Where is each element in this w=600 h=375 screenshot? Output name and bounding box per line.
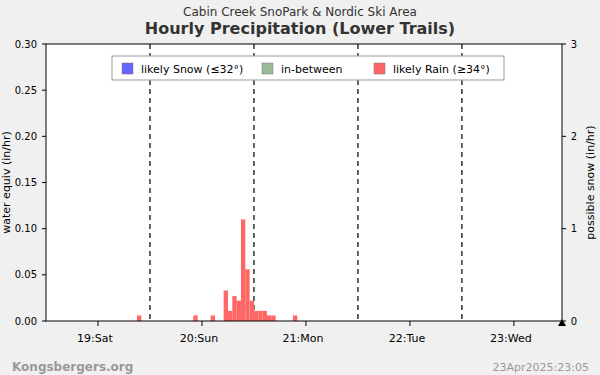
day-divider (149, 44, 150, 321)
title: Hourly Precipitation (Lower Trails) (145, 19, 455, 38)
legend-label: likely Snow (≤32°) (141, 63, 243, 76)
chart: Cabin Creek SnoPark & Nordic Ski AreaHou… (0, 0, 600, 375)
x-tick (513, 321, 514, 326)
bar (271, 315, 275, 321)
y-tick-label: 0.10 (15, 223, 37, 234)
legend-swatch (374, 63, 385, 74)
y-tick-label: 0.00 (15, 316, 37, 327)
day-divider (461, 44, 462, 321)
bar (293, 315, 297, 321)
x-tick-label: 23:Wed (490, 332, 532, 345)
x-tick (305, 321, 306, 326)
y-tick-label: 0.30 (15, 39, 37, 50)
day-divider (253, 44, 254, 321)
bar (237, 301, 241, 321)
day-divider (357, 44, 358, 321)
bar (263, 311, 267, 321)
y-tick (42, 136, 46, 137)
bar (241, 219, 245, 321)
bar (258, 311, 262, 321)
x-tick-label: 20:Sun (180, 332, 219, 345)
y-axis-label: water equiv (in/hr) (0, 131, 13, 233)
y-tick-label: 0.15 (15, 177, 37, 188)
y2-tick-label: 3 (571, 39, 577, 50)
y2-tick-label: 1 (571, 223, 577, 234)
footer-right: 23Apr2025:23:05 (493, 361, 589, 374)
y2-tick (562, 44, 566, 45)
subtitle: Cabin Creek SnoPark & Nordic Ski Area (183, 5, 417, 19)
bar (254, 311, 258, 321)
y2-tick (562, 228, 566, 229)
legend: likely Snow (≤32°) in-between likely Rain … (112, 56, 504, 80)
legend-swatch (262, 63, 273, 74)
legend-label: in-between (281, 63, 343, 76)
background (0, 0, 600, 375)
y-tick-label: 0.05 (15, 269, 37, 280)
legend-swatch (122, 63, 133, 74)
y-tick (42, 228, 46, 229)
footer-left: Kongsbergers.org (12, 360, 133, 374)
y-tick (42, 182, 46, 183)
x-tick (409, 321, 410, 326)
bar (224, 291, 228, 321)
x-tick-label: 22:Tue (389, 332, 426, 345)
bars (137, 219, 297, 321)
x-tick-label: 19:Sat (77, 332, 113, 345)
y-tick (42, 321, 46, 322)
y2-tick (562, 136, 566, 137)
x-tick (201, 321, 202, 326)
x-tick-label: 21:Mon (282, 332, 323, 345)
x-tick (97, 321, 98, 326)
bar (232, 296, 236, 321)
y2-tick-label: 0 (571, 316, 577, 327)
y-tick (42, 90, 46, 91)
bar (211, 315, 215, 321)
bar (250, 301, 254, 321)
y-tick-label: 0.20 (15, 131, 37, 142)
plot-frame (46, 44, 562, 321)
legend-box (112, 56, 504, 80)
bar (193, 315, 197, 321)
bar (228, 311, 232, 321)
plot-area (46, 44, 562, 321)
legend-label: likely Rain (≥34°) (393, 63, 490, 76)
y2-axis-label: possible snow (in/hr) (584, 125, 597, 239)
y-tick-label: 0.25 (15, 85, 37, 96)
bar (245, 269, 249, 321)
y-tick (42, 274, 46, 275)
y-tick (42, 44, 46, 45)
bar (137, 315, 141, 321)
now-marker (558, 319, 566, 326)
bar (267, 315, 271, 321)
y2-tick-label: 2 (571, 131, 577, 142)
